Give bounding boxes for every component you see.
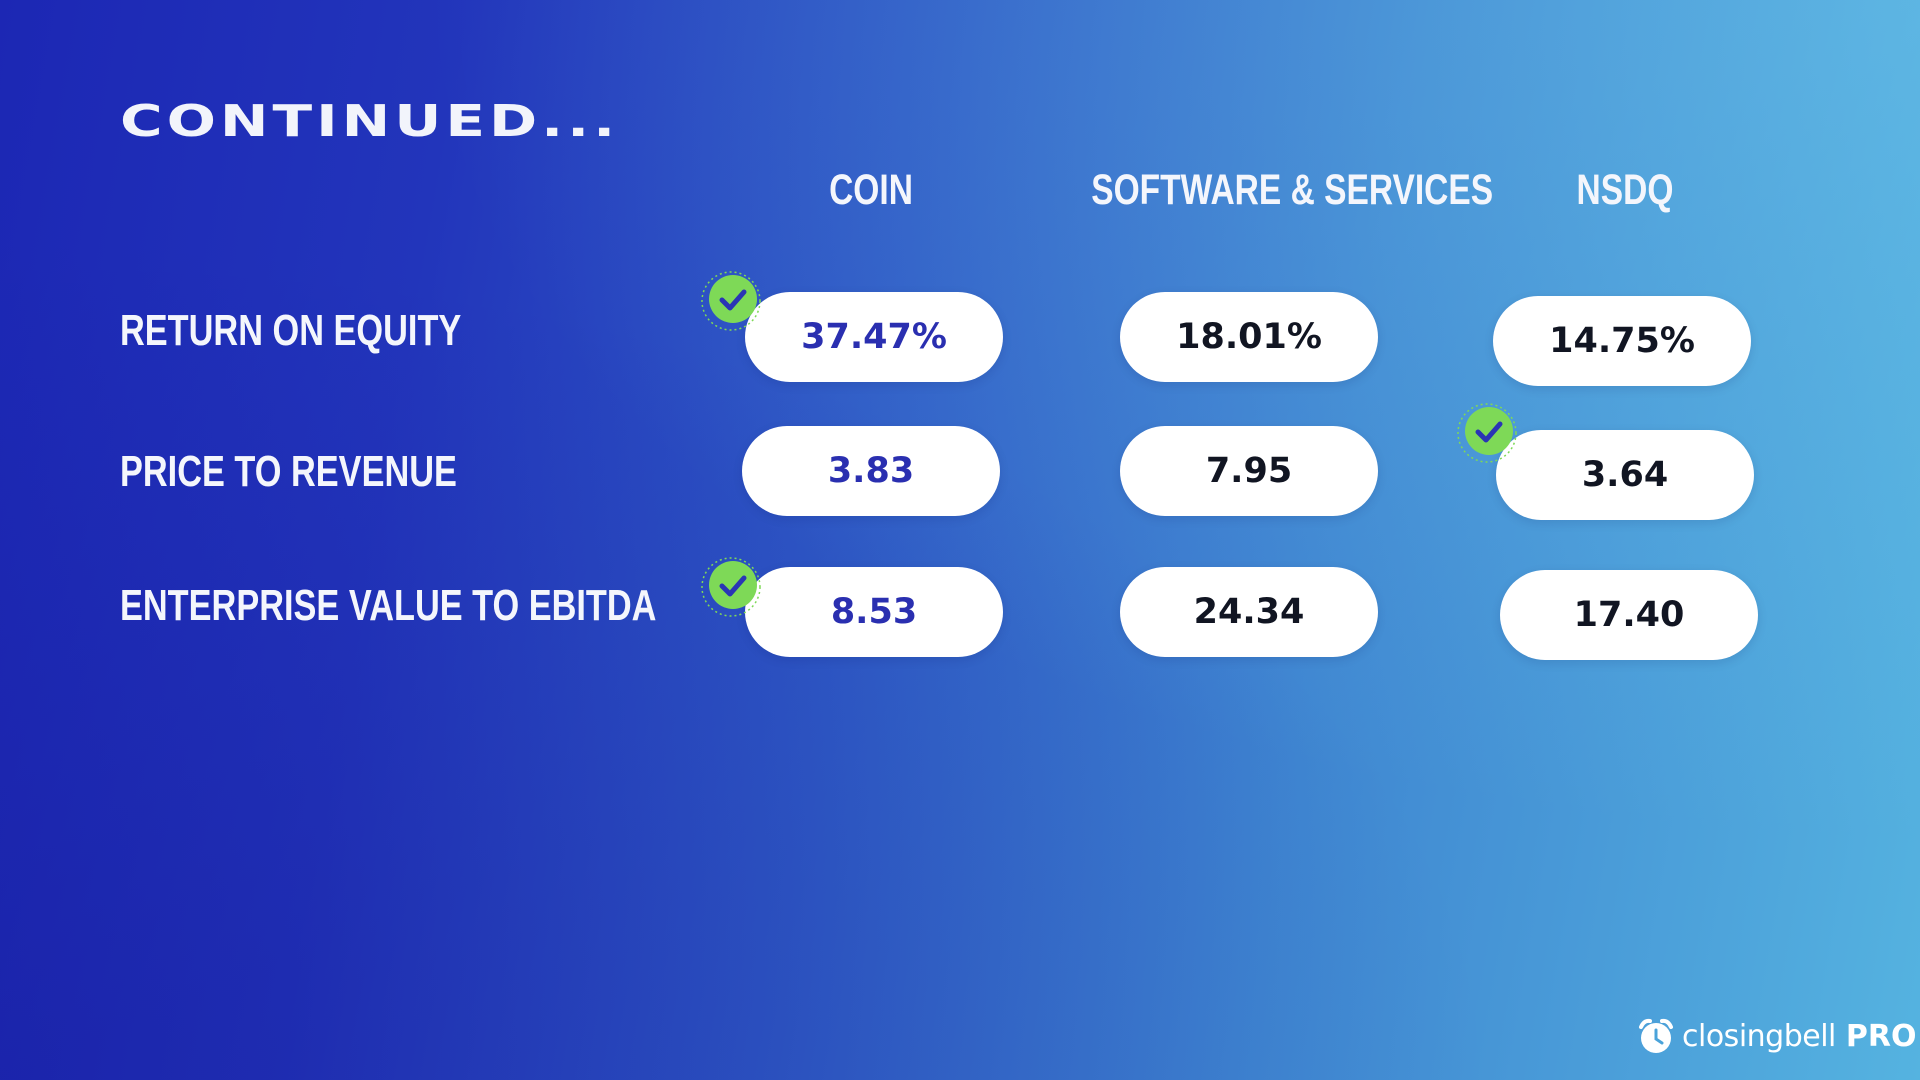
value-coin-price-to-revenue: 3.83 — [742, 426, 1000, 516]
value-coin-return-on-equity: 37.47% — [745, 292, 1003, 382]
row-label-price-to-revenue: PRICE TO REVENUE — [120, 447, 457, 496]
brand-name: closingbell — [1682, 1018, 1836, 1054]
value-coin-enterprise-value-to-ebitda: 8.53 — [745, 567, 1003, 657]
value-software-enterprise-value-to-ebitda: 24.34 — [1120, 567, 1378, 657]
checkmark-icon — [701, 271, 761, 331]
row-label-enterprise-value-to-ebitda: ENTERPRISE VALUE TO EBITDA — [120, 581, 657, 630]
row-label-return-on-equity: RETURN ON EQUITY — [120, 306, 462, 355]
checkmark-icon — [1457, 403, 1517, 463]
brand-tier: PRO — [1845, 1018, 1917, 1054]
brand-logo: closingbell PRO — [1636, 1016, 1916, 1056]
slide-title: CONTINUED... — [120, 96, 620, 147]
checkmark-icon — [701, 557, 761, 617]
column-header-software-services: SOFTWARE & SERVICES — [1091, 166, 1494, 214]
alarm-clock-icon — [1639, 1018, 1673, 1053]
value-nsdq-enterprise-value-to-ebitda: 17.40 — [1500, 570, 1758, 660]
column-header-nsdq: NSDQ — [1576, 166, 1674, 214]
value-nsdq-price-to-revenue: 3.64 — [1496, 430, 1754, 520]
column-header-coin: COIN — [829, 166, 913, 214]
value-software-return-on-equity: 18.01% — [1120, 292, 1378, 382]
value-nsdq-return-on-equity: 14.75% — [1493, 296, 1751, 386]
value-software-price-to-revenue: 7.95 — [1120, 426, 1378, 516]
